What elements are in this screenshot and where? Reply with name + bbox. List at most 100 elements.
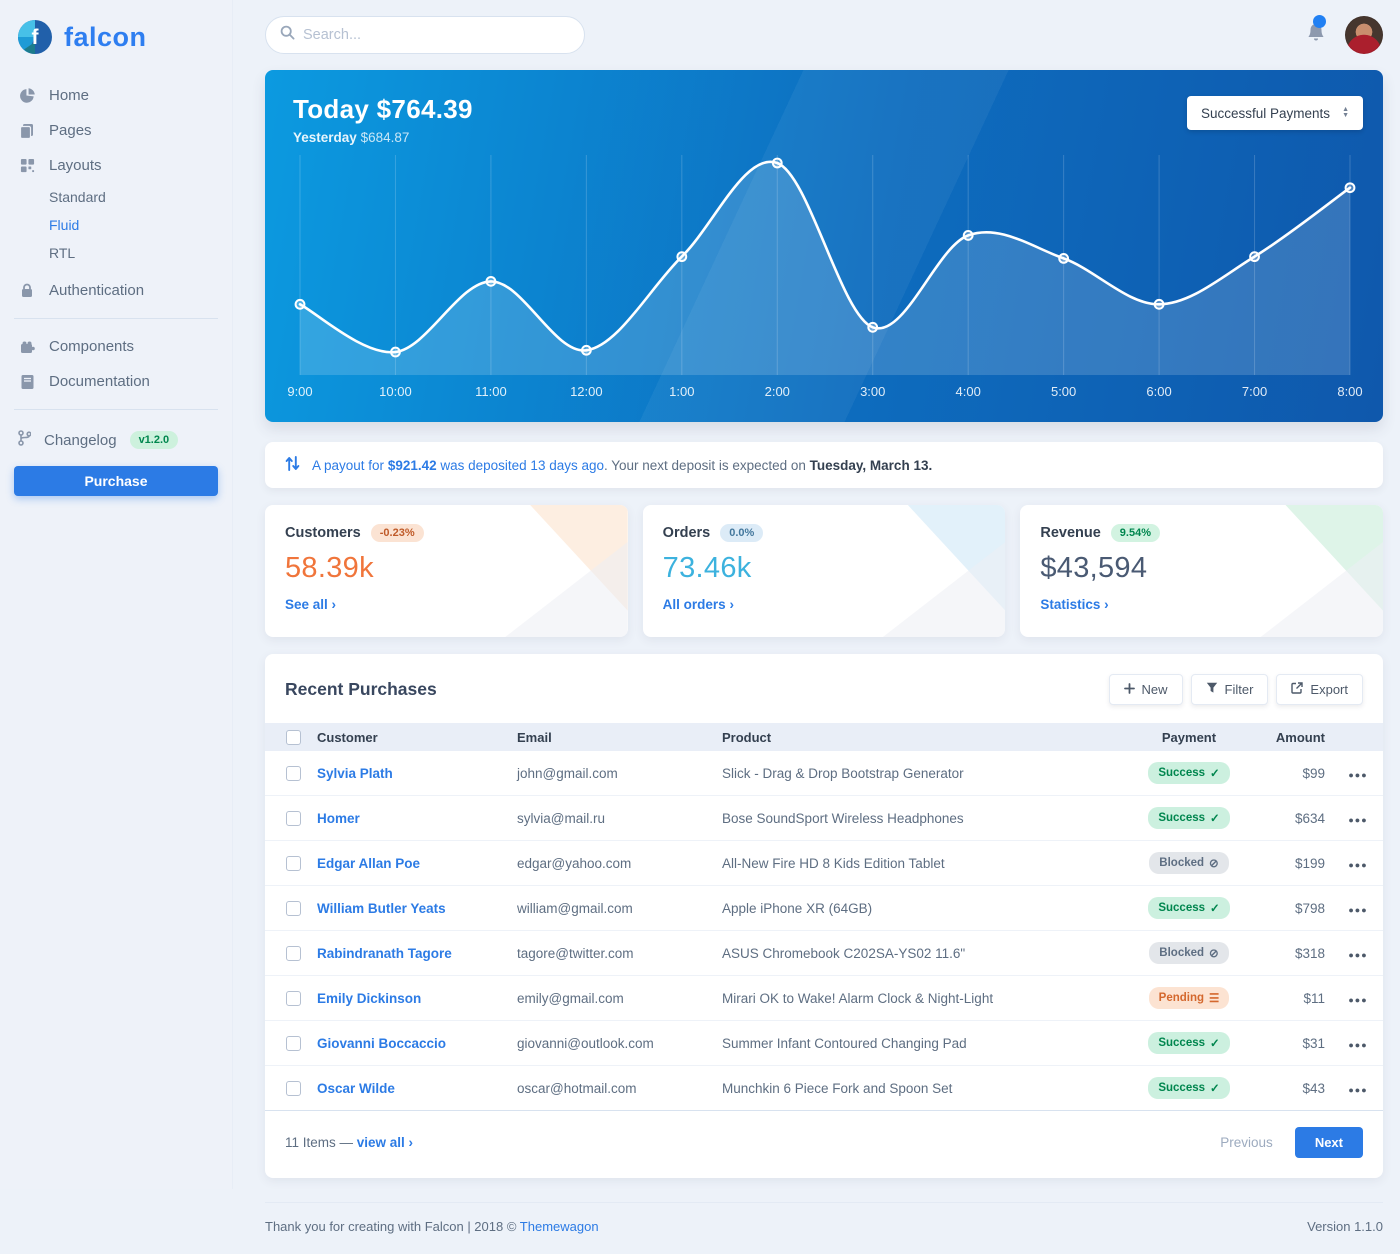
stats-row: Customers -0.23% 58.39k See all › Orders… bbox=[265, 505, 1384, 637]
pending-icon: ☰ bbox=[1209, 993, 1220, 1006]
customer-link[interactable]: Emily Dickinson bbox=[317, 990, 422, 1006]
brand-logo[interactable]: f falcon bbox=[14, 14, 218, 78]
column-amount[interactable]: Amount bbox=[1249, 723, 1333, 752]
puzzle-icon bbox=[18, 339, 36, 355]
row-checkbox[interactable] bbox=[286, 1036, 301, 1052]
row-checkbox[interactable] bbox=[286, 946, 301, 962]
orders-delta-badge: 0.0% bbox=[720, 524, 764, 542]
footer-credits: Thank you for creating with Falcon | 201… bbox=[265, 1219, 599, 1235]
row-menu-button[interactable]: ●●● bbox=[1348, 1084, 1368, 1095]
export-button[interactable]: Export bbox=[1276, 674, 1363, 705]
payments-type-select[interactable]: Successful Payments ▲ ▼ bbox=[1187, 96, 1363, 130]
purchase-button[interactable]: Purchase bbox=[14, 466, 218, 496]
row-checkbox[interactable] bbox=[286, 856, 301, 872]
main-content: Today $764.39 Yesterday $684.87 Successf… bbox=[233, 0, 1400, 1254]
sidebar-item-standard[interactable]: Standard bbox=[49, 189, 106, 205]
customer-link[interactable]: Rabindranath Tagore bbox=[317, 945, 452, 961]
orders-card: Orders 0.0% 73.46k All orders › bbox=[642, 505, 1006, 637]
amount-cell: $43 bbox=[1249, 1065, 1333, 1112]
falcon-logo-icon: f bbox=[17, 20, 52, 54]
sidebar-item-fluid[interactable]: Fluid bbox=[49, 217, 80, 233]
orders-value: 73.46k bbox=[662, 552, 752, 584]
new-button[interactable]: New bbox=[1108, 674, 1183, 705]
sidebar-item-layouts[interactable]: Layouts bbox=[14, 148, 218, 183]
success-icon: ✓ bbox=[1210, 1083, 1220, 1096]
row-checkbox[interactable] bbox=[286, 901, 301, 917]
customer-link[interactable]: Edgar Allan Poe bbox=[317, 855, 421, 871]
payments-chart-svg: 9:00 10:00 11:00 12:00 1:00 2:00 3:00 4:00 5:00 6… bbox=[287, 155, 1363, 399]
sidebar-item-pages[interactable]: Pages bbox=[14, 113, 218, 148]
row-menu-button[interactable]: ●●● bbox=[1348, 1039, 1368, 1050]
svg-text:1:00: 1:00 bbox=[669, 384, 694, 399]
sidebar-item-home[interactable]: Home bbox=[14, 78, 218, 113]
sidebar-item-documentation[interactable]: Documentation bbox=[14, 364, 218, 399]
notifications-bell-icon[interactable] bbox=[1305, 15, 1327, 49]
see-all-link[interactable]: See all › bbox=[285, 597, 337, 612]
row-checkbox[interactable] bbox=[286, 991, 301, 1007]
previous-button[interactable]: Previous bbox=[1220, 1135, 1273, 1151]
sidebar-item-label: Components bbox=[49, 338, 135, 355]
column-product[interactable]: Product bbox=[714, 723, 1129, 752]
product-cell: Summer Infant Contoured Changing Pad bbox=[714, 1020, 1129, 1067]
column-email[interactable]: Email bbox=[509, 723, 714, 752]
statistics-link[interactable]: Statistics › bbox=[1040, 597, 1109, 612]
svg-text:5:00: 5:00 bbox=[1051, 384, 1076, 399]
sidebar: f falcon Home Pages Layouts Standard Flu… bbox=[0, 0, 233, 1189]
product-cell: Bose SoundSport Wireless Headphones bbox=[714, 795, 1129, 842]
customer-link[interactable]: Oscar Wilde bbox=[317, 1080, 395, 1096]
svg-text:10:00: 10:00 bbox=[379, 384, 412, 399]
success-icon: ✓ bbox=[1210, 768, 1220, 781]
sidebar-item-rtl[interactable]: RTL bbox=[49, 245, 76, 261]
row-menu-button[interactable]: ●●● bbox=[1348, 859, 1368, 870]
customers-delta-badge: -0.23% bbox=[370, 524, 424, 542]
customers-title: Customers bbox=[285, 525, 361, 541]
vendor-link[interactable]: Themewagon bbox=[519, 1219, 599, 1235]
customer-link[interactable]: William Butler Yeats bbox=[317, 900, 446, 916]
recent-purchases-title: Recent Purchases bbox=[285, 679, 437, 699]
customer-link[interactable]: Sylvia Plath bbox=[317, 765, 393, 781]
select-value: Successful Payments bbox=[1201, 105, 1331, 121]
revenue-card: Revenue 9.54% $43,594 Statistics › bbox=[1020, 505, 1384, 637]
row-menu-button[interactable]: ●●● bbox=[1348, 769, 1368, 780]
row-menu-button[interactable]: ●●● bbox=[1348, 994, 1368, 1005]
payment-status-badge: Success ✓ bbox=[1148, 762, 1230, 785]
column-payment[interactable]: Payment bbox=[1129, 723, 1249, 752]
customer-link[interactable]: Homer bbox=[317, 810, 360, 826]
table-row: Oscar Wilde oscar@hotmail.com Munchkin 6 P… bbox=[265, 1065, 1383, 1112]
row-menu-button[interactable]: ●●● bbox=[1348, 949, 1368, 960]
email-cell: tagore@twitter.com bbox=[509, 930, 714, 977]
footer-version: Version 1.1.0 bbox=[1307, 1219, 1383, 1235]
payout-notice: A payout for $921.42 was deposited 13 da… bbox=[265, 442, 1383, 488]
svg-text:4:00: 4:00 bbox=[956, 384, 981, 399]
sidebar-item-label: Layouts bbox=[49, 157, 102, 174]
row-checkbox[interactable] bbox=[286, 1081, 301, 1097]
exchange-arrows-icon bbox=[285, 455, 300, 475]
blocked-icon: ⊘ bbox=[1209, 858, 1219, 871]
view-all-link[interactable]: view all › bbox=[356, 1135, 414, 1151]
sidebar-item-changelog[interactable]: Changelog v1.2.0 bbox=[14, 420, 218, 466]
row-menu-button[interactable]: ●●● bbox=[1348, 814, 1368, 825]
filter-icon bbox=[1206, 682, 1218, 697]
select-all-checkbox[interactable] bbox=[286, 730, 301, 746]
search-input[interactable] bbox=[303, 27, 570, 43]
next-button[interactable]: Next bbox=[1294, 1127, 1363, 1159]
sidebar-item-components[interactable]: Components bbox=[14, 329, 218, 364]
table-row: Homer sylvia@mail.ru Bose SoundSport Wirel… bbox=[265, 795, 1383, 842]
changelog-label: Changelog bbox=[44, 431, 117, 449]
book-icon bbox=[18, 374, 36, 390]
filter-button[interactable]: Filter bbox=[1190, 674, 1269, 705]
row-checkbox[interactable] bbox=[286, 811, 301, 827]
svg-text:11:00: 11:00 bbox=[475, 384, 507, 399]
product-cell: Munchkin 6 Piece Fork and Spoon Set bbox=[714, 1065, 1129, 1112]
table-row: Sylvia Plath john@gmail.com Slick - Drag &… bbox=[265, 751, 1383, 797]
all-orders-link[interactable]: All orders › bbox=[662, 597, 734, 612]
user-avatar[interactable] bbox=[1345, 16, 1383, 54]
payout-link[interactable]: A payout for $921.42 was deposited 13 da… bbox=[312, 457, 604, 473]
sidebar-item-authentication[interactable]: Authentication bbox=[14, 273, 218, 308]
customer-link[interactable]: Giovanni Boccaccio bbox=[317, 1035, 447, 1051]
chart-pie-icon bbox=[18, 87, 36, 104]
payment-status-badge: Pending ☰ bbox=[1148, 987, 1230, 1010]
row-checkbox[interactable] bbox=[286, 766, 301, 782]
column-customer[interactable]: Customer bbox=[309, 723, 509, 752]
row-menu-button[interactable]: ●●● bbox=[1348, 904, 1368, 915]
